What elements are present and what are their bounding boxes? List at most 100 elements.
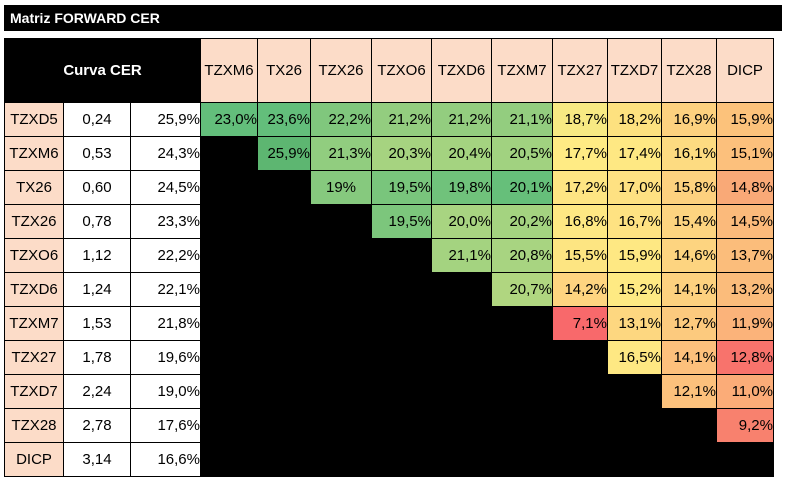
empty-cell xyxy=(200,204,258,239)
forward-rate-cell: 16,1% xyxy=(661,136,717,171)
empty-cell xyxy=(371,340,432,375)
row-rate: 23,3% xyxy=(130,204,201,239)
header-row: Curva CER TZXM6 TX26 TZX26 TZXO6 TZXD6 TZXM7 TZ… xyxy=(4,38,774,103)
empty-cell xyxy=(661,442,717,477)
forward-rate-cell: 15,1% xyxy=(716,136,774,171)
empty-cell xyxy=(431,306,492,341)
forward-rate-cell: 14,1% xyxy=(661,272,717,307)
empty-cell xyxy=(310,408,372,443)
forward-rate-cell: 23,6% xyxy=(257,102,311,137)
row-duration: 0,78 xyxy=(63,204,131,239)
row-duration: 0,24 xyxy=(63,102,131,137)
row-duration: 0,60 xyxy=(63,170,131,205)
empty-cell xyxy=(257,170,311,205)
empty-cell xyxy=(310,238,372,273)
forward-rate-cell: 14,1% xyxy=(661,340,717,375)
row-duration: 1,53 xyxy=(63,306,131,341)
empty-cell xyxy=(200,272,258,307)
row-duration: 0,53 xyxy=(63,136,131,171)
table-row: TZXM7 1,53 21,8% 7,1% 13,1% 12,7% 11,9% xyxy=(4,306,774,341)
row-rate: 24,5% xyxy=(130,170,201,205)
column-header: TZXD7 xyxy=(607,38,662,103)
forward-rate-cell: 16,5% xyxy=(607,340,662,375)
forward-rate-cell: 14,8% xyxy=(716,170,774,205)
forward-rate-cell: 13,7% xyxy=(716,238,774,273)
empty-cell xyxy=(716,442,774,477)
forward-matrix-table: Curva CER TZXM6 TX26 TZX26 TZXO6 TZXD6 TZXM7 TZ… xyxy=(4,38,774,477)
row-ticker: TZXM6 xyxy=(4,136,64,171)
empty-cell xyxy=(257,204,311,239)
row-rate: 25,9% xyxy=(130,102,201,137)
column-header: TZXM7 xyxy=(491,38,553,103)
row-rate: 17,6% xyxy=(130,408,201,443)
forward-rate-cell: 19,8% xyxy=(431,170,492,205)
empty-cell xyxy=(491,442,553,477)
column-header: TZXD6 xyxy=(431,38,492,103)
forward-rate-cell: 21,1% xyxy=(491,102,553,137)
forward-rate-cell: 16,8% xyxy=(552,204,608,239)
table-row: TZXD5 0,24 25,9% 23,0% 23,6% 22,2% 21,2% 21,2% 2… xyxy=(4,102,774,137)
forward-rate-cell: 12,1% xyxy=(661,374,717,409)
forward-rate-cell: 12,7% xyxy=(661,306,717,341)
empty-cell xyxy=(491,340,553,375)
table-row: TX26 0,60 24,5% 19% 19,5% 19,8% 20,1% 17,2% 17,0… xyxy=(4,170,774,205)
forward-rate-cell: 7,1% xyxy=(552,306,608,341)
empty-cell xyxy=(310,442,372,477)
empty-cell xyxy=(200,340,258,375)
forward-rate-cell: 15,4% xyxy=(661,204,717,239)
empty-cell xyxy=(371,442,432,477)
forward-rate-cell: 18,7% xyxy=(552,102,608,137)
row-rate: 19,6% xyxy=(130,340,201,375)
empty-cell xyxy=(310,374,372,409)
column-header: TZX27 xyxy=(552,38,608,103)
row-duration: 1,78 xyxy=(63,340,131,375)
row-duration: 2,78 xyxy=(63,408,131,443)
empty-cell xyxy=(552,374,608,409)
table-row: TZX27 1,78 19,6% 16,5% 14,1% 12,8% xyxy=(4,340,774,375)
column-header: TX26 xyxy=(257,38,311,103)
row-duration: 1,24 xyxy=(63,272,131,307)
table-row: TZX28 2,78 17,6% 9,2% xyxy=(4,408,774,443)
forward-rate-cell: 20,3% xyxy=(371,136,432,171)
row-rate: 22,1% xyxy=(130,272,201,307)
column-header: TZXM6 xyxy=(200,38,258,103)
row-ticker: TZX28 xyxy=(4,408,64,443)
empty-cell xyxy=(310,340,372,375)
forward-rate-cell: 17,2% xyxy=(552,170,608,205)
row-ticker: TZXD7 xyxy=(4,374,64,409)
forward-rate-cell: 15,9% xyxy=(716,102,774,137)
empty-cell xyxy=(200,238,258,273)
empty-cell xyxy=(257,408,311,443)
empty-cell xyxy=(552,442,608,477)
table-row: TZXM6 0,53 24,3% 25,9% 21,3% 20,3% 20,4% 20,5% 1… xyxy=(4,136,774,171)
empty-cell xyxy=(371,238,432,273)
forward-rate-cell: 15,8% xyxy=(661,170,717,205)
empty-cell xyxy=(661,408,717,443)
empty-cell xyxy=(200,170,258,205)
empty-cell xyxy=(310,272,372,307)
empty-cell xyxy=(257,306,311,341)
row-duration: 3,14 xyxy=(63,442,131,477)
forward-rate-cell: 19,5% xyxy=(371,170,432,205)
matrix-title: Matriz FORWARD CER xyxy=(4,5,782,31)
forward-rate-cell: 12,8% xyxy=(716,340,774,375)
empty-cell xyxy=(431,340,492,375)
empty-cell xyxy=(431,442,492,477)
forward-rate-cell: 16,9% xyxy=(661,102,717,137)
forward-rate-cell: 17,4% xyxy=(607,136,662,171)
row-ticker: TX26 xyxy=(4,170,64,205)
column-header: TZX28 xyxy=(661,38,717,103)
table-row: DICP 3,14 16,6% xyxy=(4,442,774,477)
empty-cell xyxy=(607,408,662,443)
forward-rate-cell: 17,7% xyxy=(552,136,608,171)
forward-rate-cell: 11,9% xyxy=(716,306,774,341)
row-ticker: TZXO6 xyxy=(4,238,64,273)
row-rate: 19,0% xyxy=(130,374,201,409)
empty-cell xyxy=(200,374,258,409)
forward-rate-cell: 23,0% xyxy=(200,102,258,137)
row-duration: 1,12 xyxy=(63,238,131,273)
empty-cell xyxy=(310,204,372,239)
empty-cell xyxy=(431,272,492,307)
row-rate: 22,2% xyxy=(130,238,201,273)
forward-rate-cell: 20,1% xyxy=(491,170,553,205)
